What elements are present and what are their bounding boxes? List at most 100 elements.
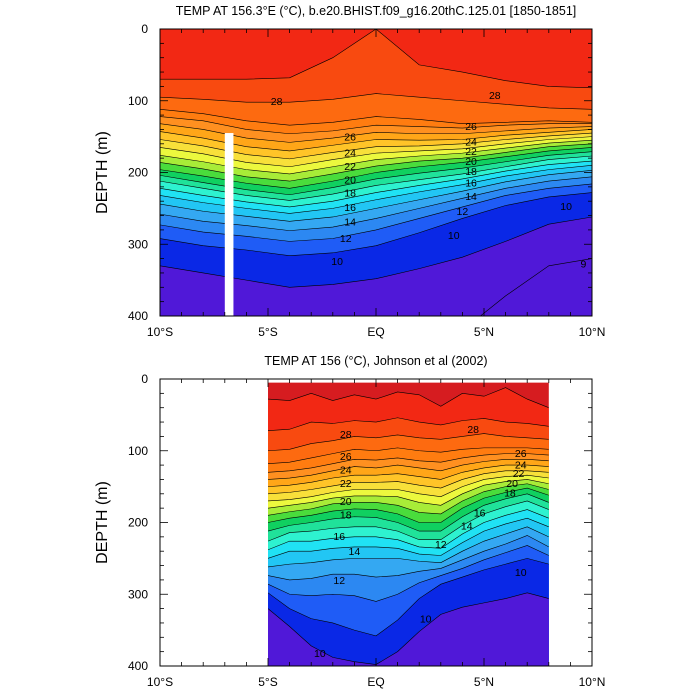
contour-label: 22: [340, 478, 352, 490]
contour-label: 16: [344, 202, 356, 214]
contour-label: 10: [515, 567, 527, 579]
contour-label: 18: [344, 188, 356, 200]
contour-label: 10: [448, 230, 460, 242]
contour-label: 9: [580, 259, 586, 271]
y-axis-label: DEPTH (m): [94, 131, 111, 214]
x-tick-label: 5°S: [258, 325, 277, 339]
isotherm-line-26: [160, 109, 592, 126]
isotherm-line-29: [268, 387, 549, 408]
isotherm-line-11: [268, 545, 549, 602]
contour-label: 24: [344, 147, 356, 159]
axis-ticks: [159, 28, 593, 317]
contour-label: 10: [331, 256, 343, 268]
isotherm-line-17: [268, 493, 549, 532]
x-tick-label: EQ: [367, 675, 384, 689]
isotherm-line-14: [268, 517, 549, 559]
contour-label: 20: [340, 496, 352, 508]
contour-label: 24: [465, 137, 477, 149]
temperature-band-8: [268, 592, 549, 666]
contour-label: 26: [340, 451, 352, 463]
contour-label: 24: [340, 464, 352, 476]
y-tick-label: 200: [128, 516, 148, 530]
panel-title: TEMP AT 156.3°E (°C), b.e20.BHIST.f09_g1…: [176, 4, 577, 18]
contour-label: 22: [513, 468, 525, 480]
contour-label: 12: [333, 575, 345, 587]
y-axis-label: DEPTH (m): [94, 481, 111, 564]
contour-label: 12: [340, 233, 352, 245]
x-tick-label: 10°S: [147, 325, 173, 339]
isotherm-line-15: [268, 509, 549, 551]
x-tick-label: 10°N: [579, 675, 606, 689]
y-tick-label: 400: [128, 309, 148, 323]
x-tick-label: 10°N: [579, 325, 606, 339]
isotherm-line-9: [268, 592, 549, 665]
y-tick-label: 300: [128, 587, 148, 601]
contour-label: 18: [465, 166, 477, 178]
y-tick-label: 0: [141, 372, 148, 386]
contour-label: 26: [515, 448, 527, 460]
y-tick-label: 100: [128, 94, 148, 108]
isotherm-line-16: [268, 500, 549, 542]
isotherm-line-8: [479, 258, 592, 316]
contour-label: 28: [467, 424, 479, 436]
contour-label: 14: [461, 520, 473, 532]
isotherm-line-21: [268, 474, 549, 502]
contour-label: 18: [504, 487, 516, 499]
contour-label: 20: [344, 175, 356, 187]
contour-label: 28: [489, 90, 501, 102]
isotherm-line-20: [268, 479, 549, 509]
contour-label: 14: [349, 546, 361, 558]
isotherm-line-25: [268, 453, 549, 473]
x-tick-label: 5°N: [474, 325, 494, 339]
isotherm-line-28: [268, 417, 549, 431]
x-tick-label: 10°S: [147, 675, 173, 689]
isotherm-line-12: [268, 535, 549, 581]
contour-label: 16: [465, 178, 477, 190]
isotherm-line-10: [268, 558, 549, 637]
contour-label: 10: [560, 201, 572, 213]
contour-label: 26: [465, 121, 477, 133]
temperature-band-8: [160, 216, 592, 316]
x-tick-label: 5°S: [258, 675, 277, 689]
contour-label: 12: [435, 539, 447, 551]
isotherm-line-28: [160, 29, 592, 89]
contour-label: 14: [344, 216, 356, 228]
contour-label: 26: [344, 132, 356, 144]
isotherm-line-23: [268, 464, 549, 487]
contour-label: 16: [474, 507, 486, 519]
isotherm-line-27: [160, 93, 592, 110]
isotherm-line-27: [268, 433, 549, 452]
contour-label: 16: [333, 531, 345, 543]
y-tick-label: 200: [128, 166, 148, 180]
top-panel-model-temperature-section: 28 28262624242222202018181616141412121010…: [94, 4, 606, 339]
contour-label: 18: [340, 510, 352, 522]
x-tick-label: EQ: [367, 325, 384, 339]
contour-label: 22: [344, 161, 356, 173]
x-tick-label: 5°N: [474, 675, 494, 689]
contour-label: 28: [340, 429, 352, 441]
axis-ticks: [159, 378, 593, 667]
contour-label: 28: [271, 96, 283, 108]
y-tick-label: 300: [128, 237, 148, 251]
contour-label: 20: [465, 156, 477, 168]
contour-label: 10: [314, 648, 326, 660]
contour-label: 24: [515, 459, 527, 471]
isotherm-line-25: [160, 116, 592, 135]
contour-label: 22: [465, 146, 477, 158]
isotherm-line-26: [268, 447, 549, 464]
panel-title: TEMP AT 156 (°C), Johnson et al (2002): [264, 354, 487, 368]
isotherm-line-24: [268, 459, 549, 480]
y-tick-label: 400: [128, 659, 148, 673]
isotherm-line-13: [268, 526, 549, 568]
isotherm-line-18: [268, 487, 549, 523]
contour-label: 14: [465, 191, 477, 203]
y-tick-label: 0: [141, 22, 148, 36]
missing-data-column: [224, 133, 234, 316]
contour-label: 12: [457, 206, 469, 218]
y-tick-label: 100: [128, 444, 148, 458]
isotherm-line-19: [268, 483, 549, 516]
